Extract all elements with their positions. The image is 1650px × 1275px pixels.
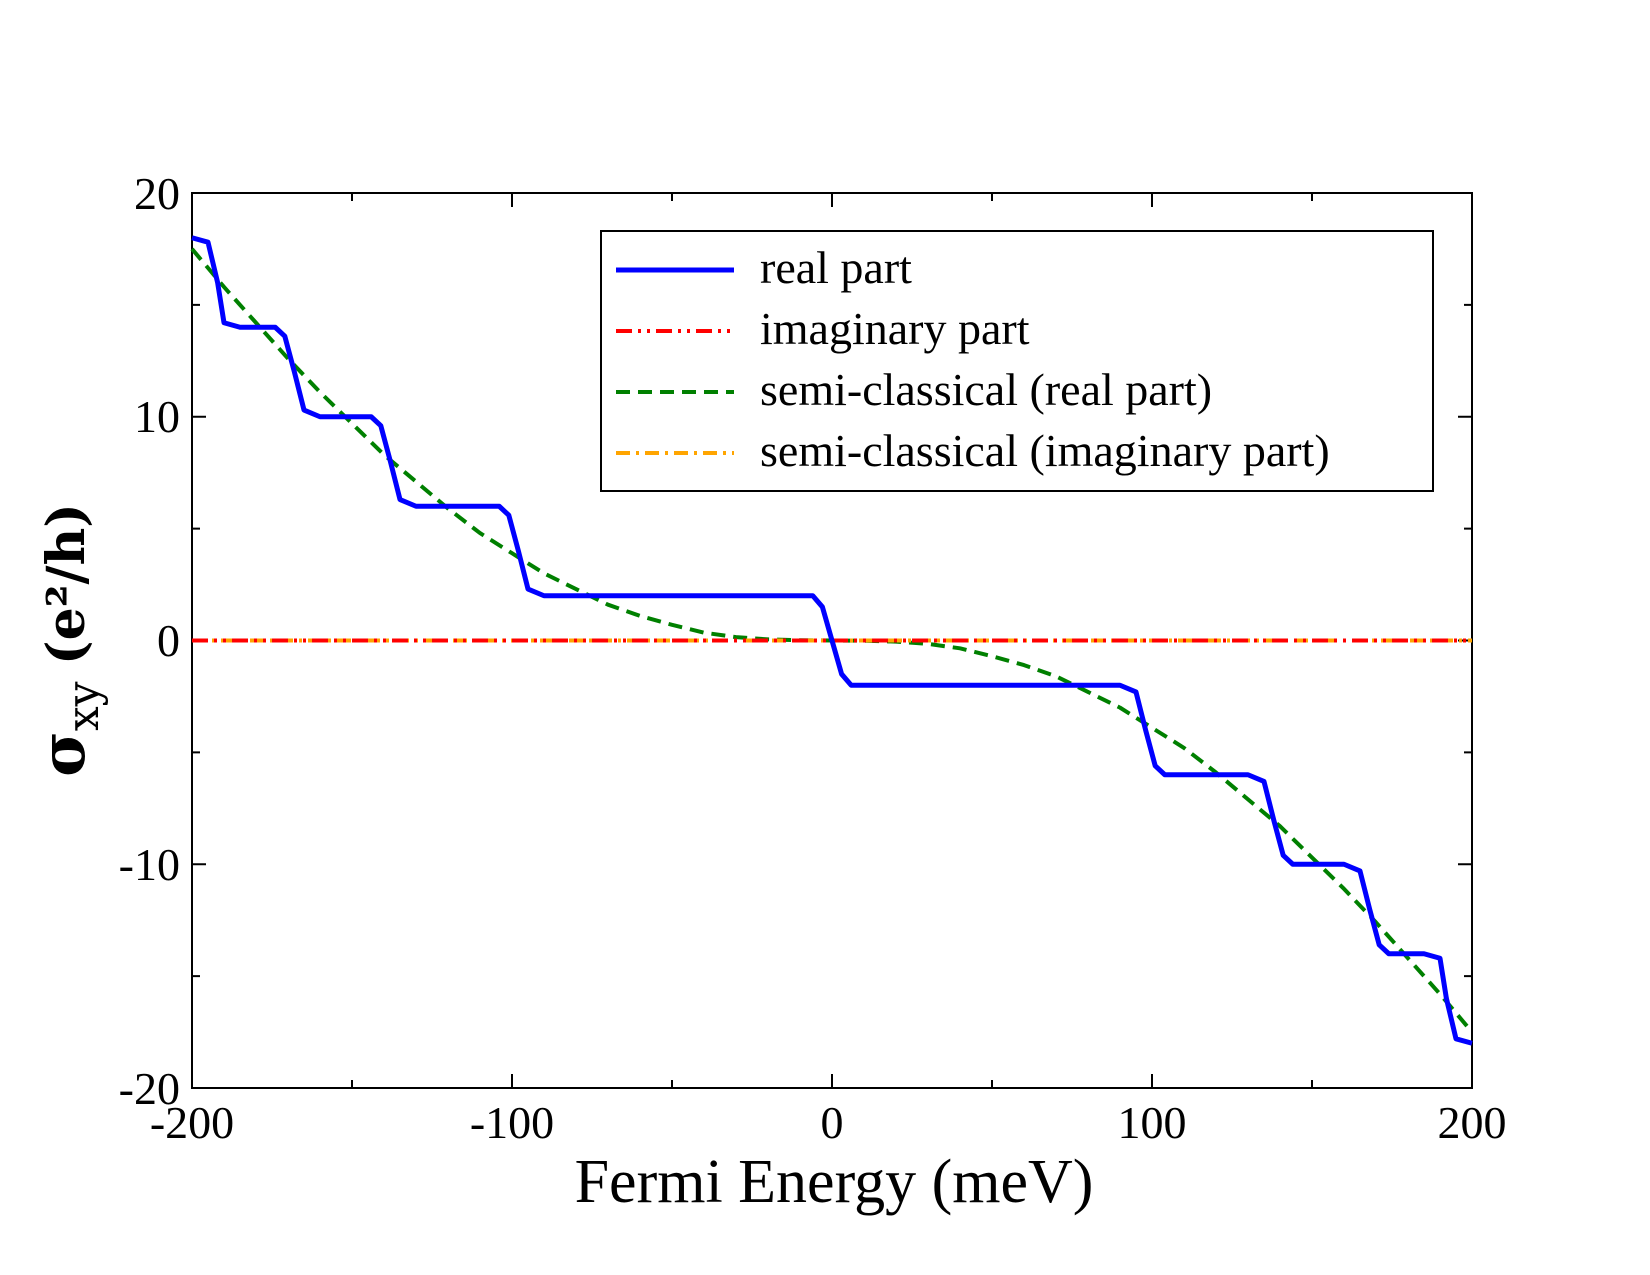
x-tick-labels: -200 -100 0 100 200 xyxy=(150,1097,1507,1148)
y-tick-label: 20 xyxy=(134,168,180,219)
y-tick-label: 10 xyxy=(134,391,180,442)
series-line-real-part xyxy=(191,235,1473,1046)
legend-label-imaginary-part: imaginary part xyxy=(760,303,1030,354)
legend-box xyxy=(600,230,1434,492)
y-tick-label: 0 xyxy=(157,615,180,666)
series-layer xyxy=(190,235,1474,1046)
x-axis-title: Fermi Energy (meV) xyxy=(575,1148,1094,1216)
y-tick-label: -20 xyxy=(119,1063,180,1114)
y-axis-title: σxy (e²/h) xyxy=(26,503,109,777)
y-axis-subscript: xy xyxy=(58,681,109,731)
x-tick-label: -100 xyxy=(470,1097,554,1148)
x-tick-label: -200 xyxy=(150,1097,234,1148)
y-axis-units: (e²/h) xyxy=(36,503,97,665)
legend: real part imaginary part semi-classical … xyxy=(600,230,1434,492)
y-axis-symbol: σ xyxy=(26,731,99,777)
y-tick-label: -10 xyxy=(119,839,180,890)
svg-text:σxy (e²/h): σxy (e²/h) xyxy=(26,503,109,777)
y-axis-spacer xyxy=(37,665,97,682)
y-tick-labels: -20 -10 0 10 20 xyxy=(119,168,180,1114)
x-tick-label: 200 xyxy=(1438,1097,1507,1148)
x-tick-label: 0 xyxy=(821,1097,844,1148)
legend-label-semi-classical-imaginary: semi-classical (imaginary part) xyxy=(760,425,1330,476)
x-tick-label: 100 xyxy=(1118,1097,1187,1148)
legend-label-semi-classical-real: semi-classical (real part) xyxy=(760,364,1212,415)
legend-label-real-part: real part xyxy=(760,242,912,293)
